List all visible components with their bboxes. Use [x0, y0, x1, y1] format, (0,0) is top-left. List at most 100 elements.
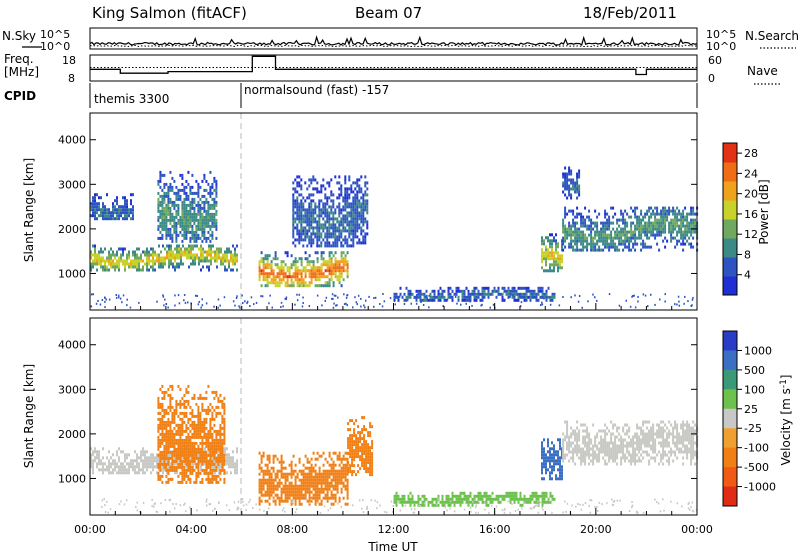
cell [290, 475, 293, 479]
cell [262, 472, 265, 476]
cell [304, 487, 307, 491]
cell [203, 432, 206, 436]
cell [318, 199, 321, 203]
cell [290, 472, 293, 476]
cell [561, 239, 563, 243]
cell [132, 205, 134, 209]
cell [314, 232, 317, 236]
cell [140, 453, 142, 457]
cell [566, 230, 569, 234]
cell [638, 233, 641, 237]
cell [152, 265, 154, 269]
cell [161, 396, 164, 400]
cell [503, 286, 506, 290]
cell [208, 253, 210, 257]
cell [354, 193, 357, 197]
cell [656, 230, 659, 234]
cell [682, 242, 685, 246]
cell [545, 289, 548, 293]
cell [602, 227, 605, 231]
cell [290, 281, 293, 285]
scatter-dot [197, 303, 200, 306]
cell [628, 236, 631, 240]
cell [602, 230, 605, 234]
cell [197, 411, 200, 415]
cell [276, 257, 279, 261]
cell [168, 453, 170, 457]
cell [169, 393, 172, 397]
cell [636, 224, 639, 228]
cell [199, 450, 202, 454]
cell [268, 475, 271, 479]
cell [213, 390, 216, 394]
cell [152, 247, 154, 251]
cell [555, 263, 557, 267]
cell [159, 212, 162, 216]
cell [670, 233, 673, 237]
power-cbar-label-1: 8 [744, 248, 751, 261]
cell [662, 224, 665, 228]
cell [423, 503, 426, 507]
scatter-dot [260, 295, 262, 298]
cell [624, 236, 627, 240]
cell [551, 295, 554, 299]
cell [104, 217, 106, 221]
cell [298, 460, 301, 464]
cell [355, 446, 358, 450]
cell [620, 227, 623, 231]
cell [678, 239, 681, 243]
cell [584, 239, 587, 243]
cell [684, 242, 687, 246]
cell [640, 224, 643, 228]
cell [451, 500, 454, 504]
cell [634, 212, 637, 216]
cell [447, 295, 450, 299]
cell [209, 456, 212, 460]
cell [344, 484, 347, 488]
cell [523, 295, 526, 299]
cell [163, 197, 166, 201]
cell [310, 260, 313, 264]
cell [636, 242, 639, 246]
scatter-dot [201, 298, 203, 301]
cell [185, 447, 188, 451]
cell [336, 244, 339, 248]
cell [181, 212, 184, 216]
cell [332, 205, 335, 209]
scatter-dot [664, 293, 666, 296]
cell [316, 496, 319, 500]
cell [122, 462, 124, 466]
cell [674, 227, 677, 231]
cell [360, 211, 363, 215]
cell [186, 250, 188, 254]
cell [276, 275, 279, 279]
cell [562, 242, 565, 246]
cell [658, 233, 661, 237]
cell [366, 226, 369, 230]
cell [181, 227, 184, 231]
cell [348, 235, 351, 239]
cell [549, 257, 551, 261]
noise-left-label: N.Sky [2, 29, 36, 43]
cell [173, 450, 176, 454]
cell [167, 411, 170, 415]
cell [185, 456, 188, 460]
cell [201, 438, 204, 442]
cell [308, 284, 311, 288]
cell [612, 239, 615, 243]
cell [338, 281, 341, 285]
cell [118, 256, 120, 260]
cell [169, 402, 172, 406]
cell [120, 450, 122, 454]
cell [320, 214, 323, 218]
cell [680, 212, 683, 216]
cell [322, 202, 325, 206]
cell [230, 465, 232, 469]
cell [570, 236, 573, 240]
cell [226, 447, 228, 451]
cell [90, 250, 92, 254]
cell [330, 211, 333, 215]
cell [221, 405, 224, 409]
cell [205, 236, 208, 240]
cell [110, 211, 112, 215]
